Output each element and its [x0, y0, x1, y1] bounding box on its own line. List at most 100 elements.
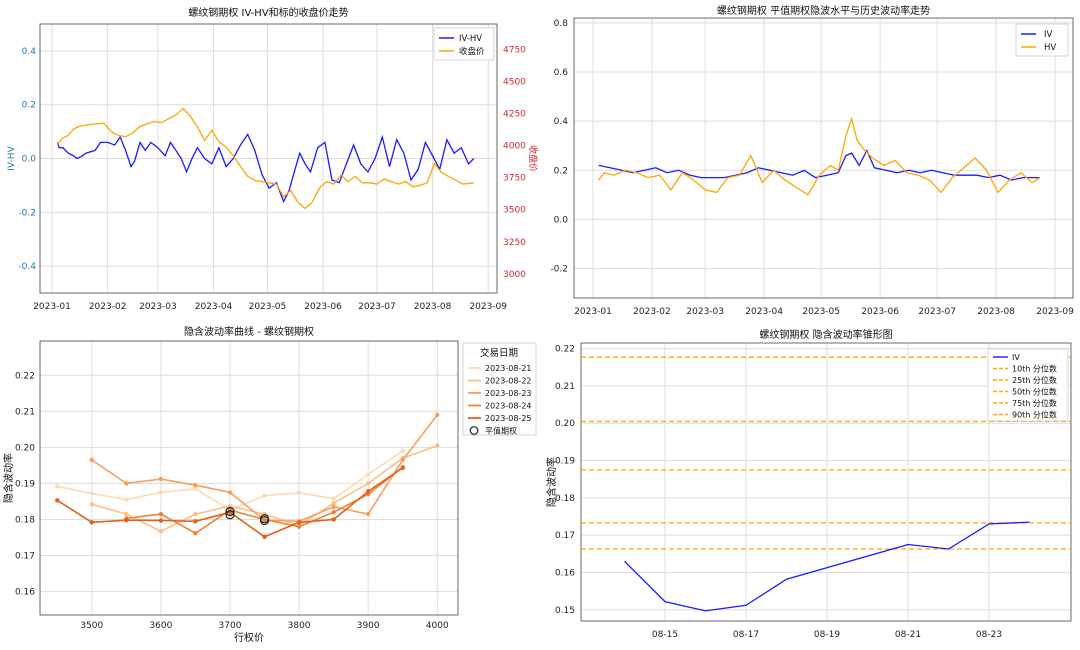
x-tick-label: 3600 [149, 621, 172, 631]
y-tick-label: 0.4 [22, 47, 37, 57]
x-tick-label: 2023-07 [918, 307, 956, 317]
data-point [193, 483, 198, 488]
y-axis-label: 隐含波动率 [2, 453, 15, 503]
series-line-HV [598, 116, 1041, 196]
y2-tick-label: 4000 [503, 142, 526, 152]
legend-label: 2023-08-22 [485, 377, 532, 386]
legend-box [1015, 23, 1069, 57]
data-point [400, 448, 405, 454]
plot-frame [39, 23, 498, 294]
chart-title: 螺纹钢期权 平值期权隐波水平与历史波动率走势 [717, 4, 930, 17]
x-tick-label: 3500 [80, 621, 103, 631]
data-point [124, 481, 129, 486]
x-tick-label: 08-21 [895, 630, 921, 640]
legend-label: IV-HV [459, 34, 482, 44]
y-tick-label: 0.19 [555, 457, 575, 467]
data-point [158, 529, 164, 534]
y-tick-label: 0.18 [555, 494, 575, 504]
data-point [124, 497, 129, 502]
data-point [158, 490, 164, 495]
atm-marker [225, 506, 235, 517]
y2-tick-label: 4750 [503, 46, 526, 56]
iv-hv-trend-chart: 2023-01 2023-02 2023-03 2023-04 2023-05 2023-… [550, 4, 1074, 317]
data-point [331, 510, 336, 515]
legend-title: 交易日期 [480, 347, 518, 359]
y-tick-label: 0.22 [555, 345, 575, 355]
series-line-IV [598, 149, 1040, 181]
data-point [193, 530, 198, 536]
atm-marker [225, 510, 235, 520]
data-point [296, 520, 302, 525]
legend-label: 90th 分位数 [1012, 410, 1057, 420]
plot-frame [573, 17, 1074, 299]
y-tick-label: 0.4 [554, 117, 569, 127]
chart-title: 螺纹钢期权 隐含波动率锥形图 [759, 328, 892, 341]
plot-frame [580, 342, 1072, 622]
legend-label: HV [1044, 43, 1056, 53]
data-point [158, 511, 164, 517]
data-point [124, 511, 129, 517]
y-tick-label: 0.2 [22, 101, 36, 111]
x-axis-label: 行权价 [234, 631, 264, 644]
data-point [55, 484, 60, 489]
y-tick-label: 0.8 [554, 19, 569, 29]
y-tick-label: 0.18 [15, 515, 35, 525]
y-tick-label: 0.16 [555, 568, 575, 578]
plot-frame [39, 340, 459, 616]
y-tick-label: 0.17 [15, 552, 35, 562]
y-tick-label: 0.20 [15, 443, 35, 453]
x-tick-label: 2023-03 [139, 302, 177, 312]
y-tick-label: 0.21 [555, 382, 575, 392]
data-point [435, 412, 440, 418]
data-point [365, 511, 371, 517]
iv-hv-close-chart: 2023-01 2023-02 2023-03 2023-04 2023-05 2023-… [7, 6, 539, 312]
legend-box [433, 27, 495, 61]
x-tick-label: 08-19 [814, 630, 840, 640]
legend-label: IV [1012, 353, 1020, 362]
data-point [193, 519, 198, 524]
data-point [262, 493, 267, 498]
legend-box [462, 342, 537, 436]
data-point [435, 443, 440, 448]
data-point [55, 498, 60, 503]
y2-tick-label: 3500 [503, 206, 526, 216]
y-tick-label: -0.2 [18, 208, 36, 218]
iv-hv-trend-chart-panel: 2023-01 2023-02 2023-03 2023-04 2023-05 2023-… [540, 0, 1080, 323]
y-tick-label: 0.0 [554, 215, 569, 225]
x-tick-label: 2023-01 [574, 307, 612, 317]
x-tick-label: 2023-04 [745, 307, 783, 317]
data-point [331, 501, 336, 506]
legend-label: 2023-08-25 [485, 414, 532, 423]
data-point [262, 517, 267, 522]
iv-hv-close-chart-panel: 2023-01 2023-02 2023-03 2023-04 2023-05 2023-… [0, 0, 540, 323]
x-tick-label: 2023-08 [977, 307, 1015, 317]
data-point [331, 517, 336, 522]
x-tick-label: 3700 [219, 621, 242, 631]
y-tick-label: 0.0 [22, 155, 37, 165]
atm-marker [259, 514, 270, 524]
y-axis-label: IV-HV [7, 145, 17, 170]
data-point [158, 518, 164, 523]
data-point [331, 504, 336, 510]
data-point [227, 490, 233, 495]
legend-label: 2023-08-21 [485, 364, 532, 373]
legend-box [987, 348, 1069, 422]
y-axis-label: 隐含波动率 [545, 457, 558, 507]
data-point [193, 511, 198, 517]
data-point [262, 534, 267, 539]
x-tick-label: 4000 [426, 621, 449, 631]
series-line-收盘价 [56, 107, 474, 210]
y-tick-label: 0.21 [15, 407, 35, 417]
data-point [89, 502, 95, 507]
data-point [89, 520, 95, 525]
y-tick-label: 0.6 [554, 68, 569, 78]
y2-tick-label: 4250 [503, 110, 526, 120]
y-tick-label: -0.2 [550, 265, 568, 275]
legend-label: 50th 分位数 [1012, 387, 1057, 397]
y-tick-label: 0.19 [15, 479, 35, 489]
y-tick-label: 0.17 [555, 531, 575, 541]
data-point [400, 465, 405, 471]
x-tick-label: 2023-08 [414, 302, 452, 312]
data-point [89, 491, 95, 496]
